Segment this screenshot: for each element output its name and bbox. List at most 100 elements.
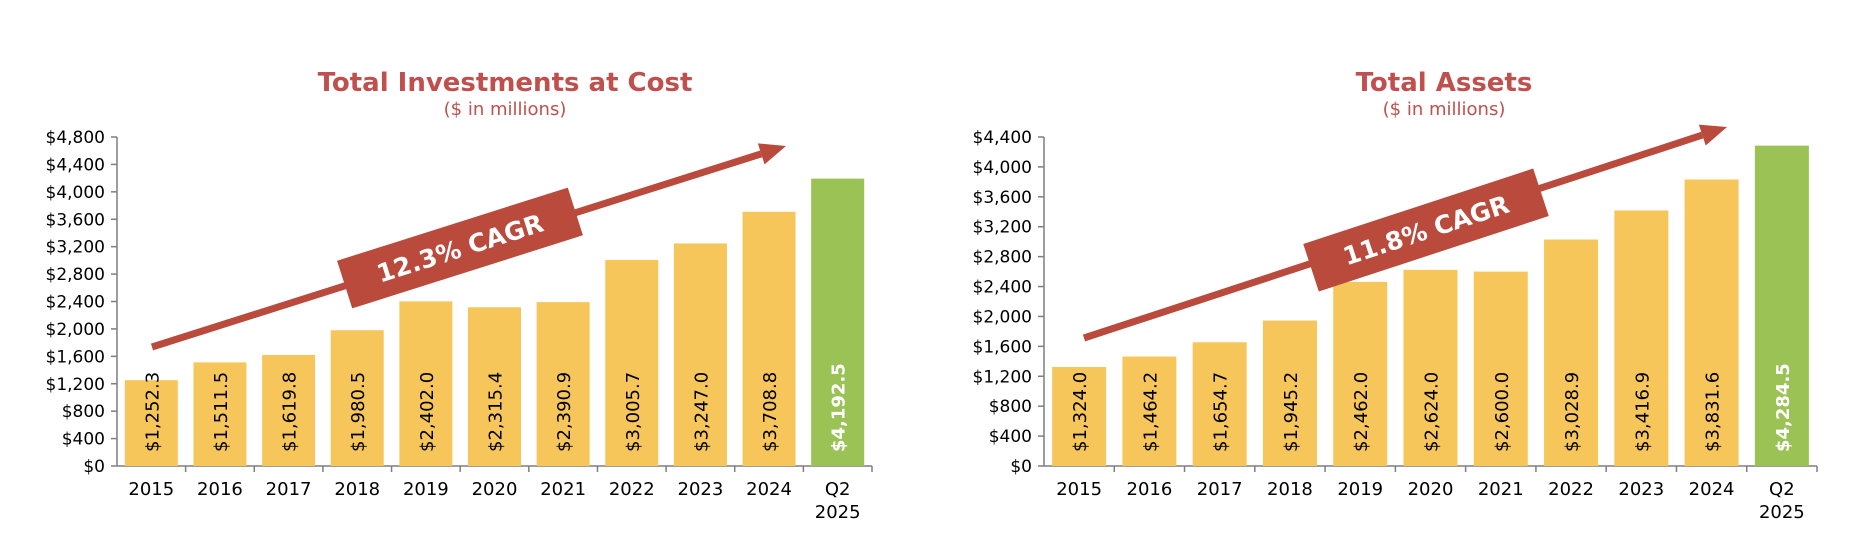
- y-tick-label: $4,000: [46, 183, 105, 203]
- y-tick-label: $2,000: [973, 307, 1032, 327]
- category-label: 2017: [266, 479, 312, 500]
- cagr-banner-box: [337, 187, 583, 309]
- cagr-arrow-head: [757, 143, 786, 165]
- category-label: 2018: [334, 479, 380, 500]
- data-label: $1,619.8: [280, 372, 301, 452]
- cagr-banner: 12.3% CAGR: [337, 187, 583, 309]
- bar: [605, 259, 659, 466]
- data-label: $4,192.5: [829, 363, 850, 452]
- category-label: 2015: [128, 479, 174, 500]
- bar: [468, 307, 521, 466]
- chart-title: Total Investments at Cost: [318, 68, 693, 98]
- y-tick-label: $0: [83, 457, 105, 477]
- chart-subtitle: ($ in millions): [1383, 99, 1506, 120]
- y-tick-label: $4,400: [46, 155, 105, 175]
- bar: [742, 211, 796, 466]
- bar: [1052, 367, 1107, 466]
- y-tick-label: $4,400: [973, 128, 1032, 148]
- y-tick-label: $2,800: [46, 265, 105, 285]
- data-label: $2,390.9: [554, 372, 575, 452]
- category-label: 2020: [1408, 479, 1454, 500]
- bar: [1192, 342, 1247, 466]
- category-label: 2021: [1478, 479, 1524, 500]
- y-tick-label: $1,600: [46, 347, 105, 367]
- y-tick-label: $4,000: [973, 158, 1032, 178]
- y-tick-label: $2,400: [46, 293, 105, 313]
- y-tick-label: $800: [62, 402, 105, 422]
- category-label: 2021: [540, 479, 586, 500]
- data-label: $1,654.7: [1211, 372, 1232, 452]
- category-label: Q2: [825, 479, 851, 500]
- bar: [1684, 179, 1739, 466]
- bar: [399, 301, 453, 466]
- data-label: $3,247.0: [691, 372, 712, 452]
- data-label: $3,028.9: [1562, 372, 1583, 452]
- category-label: 2023: [678, 479, 724, 500]
- chart-subtitle: ($ in millions): [444, 99, 567, 120]
- cagr-banner-box: [1303, 168, 1549, 292]
- bar: [1614, 210, 1669, 466]
- data-label: $1,511.5: [211, 372, 232, 452]
- category-label: 2017: [1197, 479, 1243, 500]
- y-tick-label: $3,600: [973, 188, 1032, 208]
- data-label: $2,624.0: [1422, 372, 1443, 452]
- category-label: 2019: [403, 479, 449, 500]
- y-tick-label: $2,000: [46, 320, 105, 340]
- data-label: $1,945.2: [1281, 372, 1302, 452]
- category-label: 2023: [1618, 479, 1664, 500]
- y-tick-label: $2,800: [973, 248, 1032, 268]
- bar: [1473, 271, 1528, 466]
- y-tick-label: $3,600: [46, 210, 105, 230]
- y-tick-label: $1,600: [973, 337, 1032, 357]
- y-tick-label: $0: [1010, 457, 1032, 477]
- y-tick-label: $1,200: [973, 367, 1032, 387]
- category-label: 2022: [609, 479, 655, 500]
- data-label: $3,831.6: [1703, 372, 1724, 452]
- chart-title: Total Assets: [1356, 68, 1533, 98]
- data-label: $3,005.7: [623, 372, 644, 452]
- bar: [124, 380, 178, 466]
- bar: [1403, 269, 1458, 466]
- data-label: $3,416.9: [1632, 372, 1653, 452]
- data-label: $2,600.0: [1492, 372, 1513, 452]
- y-tick-label: $400: [989, 427, 1032, 447]
- chart-1: Total Investments at Cost($ in millions)…: [46, 68, 873, 523]
- data-label: $1,464.2: [1140, 372, 1161, 452]
- data-label: $2,462.0: [1351, 372, 1372, 452]
- category-label: 2022: [1548, 479, 1594, 500]
- chart-2: Total Assets($ in millions) $0 $400 $800 $1,…: [973, 68, 1818, 523]
- cagr-arrow-head: [1698, 124, 1727, 146]
- data-label: $1,324.0: [1070, 372, 1091, 452]
- category-label: 2015: [1056, 479, 1102, 500]
- data-label: $1,980.5: [348, 372, 369, 452]
- bar: [673, 243, 727, 466]
- y-tick-label: $3,200: [973, 218, 1032, 238]
- bar: [1122, 356, 1177, 466]
- bar: [262, 354, 316, 466]
- data-label: $3,708.8: [760, 372, 781, 452]
- y-tick-label: $1,200: [46, 375, 105, 395]
- bar: [1754, 145, 1809, 467]
- data-label: $4,284.5: [1773, 363, 1794, 452]
- bar: [330, 330, 384, 466]
- y-tick-label: $4,800: [46, 128, 105, 148]
- y-tick-label: $400: [62, 430, 105, 450]
- category-label: 2016: [197, 479, 243, 500]
- y-tick-label: $800: [989, 397, 1032, 417]
- data-label: $2,315.4: [486, 372, 507, 452]
- category-label: 2018: [1267, 479, 1313, 500]
- bar: [193, 362, 247, 466]
- category-label: Q2: [1769, 479, 1795, 500]
- category-label: 2019: [1337, 479, 1383, 500]
- category-label: 2016: [1127, 479, 1173, 500]
- bar: [1333, 281, 1388, 466]
- bar: [1544, 239, 1599, 466]
- y-tick-label: $2,400: [973, 278, 1032, 298]
- bar: [1262, 320, 1317, 466]
- category-label: 2024: [746, 479, 792, 500]
- data-label: $2,402.0: [417, 372, 438, 452]
- y-tick-label: $3,200: [46, 238, 105, 258]
- category-label: 2024: [1689, 479, 1735, 500]
- category-label: 2025: [815, 502, 861, 523]
